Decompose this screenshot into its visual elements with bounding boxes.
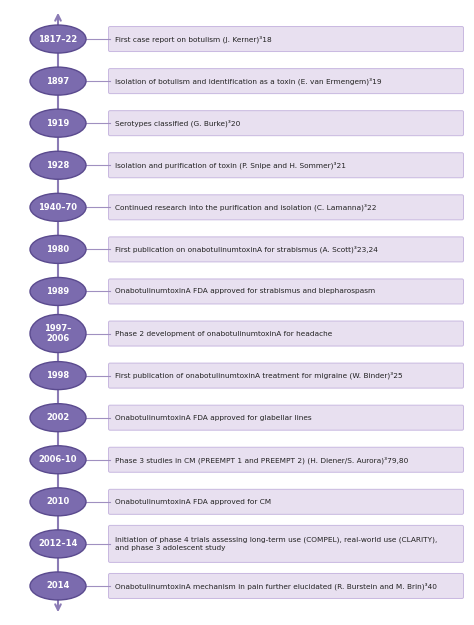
Text: Isolation and purification of toxin (P. Snipe and H. Sommer)³21: Isolation and purification of toxin (P. … — [115, 161, 346, 169]
Text: First publication on onabotulinumtoxinA for strabismus (A. Scott)³23,24: First publication on onabotulinumtoxinA … — [115, 246, 378, 253]
Text: 2006-10: 2006-10 — [39, 455, 77, 464]
Text: 1997–
2006: 1997– 2006 — [44, 324, 72, 343]
FancyBboxPatch shape — [109, 574, 464, 599]
Text: OnabotulinumtoxinA FDA approved for glabellar lines: OnabotulinumtoxinA FDA approved for glab… — [115, 414, 311, 421]
Text: OnabotulinumtoxinA FDA approved for strabismus and blepharospasm: OnabotulinumtoxinA FDA approved for stra… — [115, 289, 375, 294]
Ellipse shape — [30, 314, 86, 352]
Text: 2002: 2002 — [46, 413, 70, 422]
Ellipse shape — [30, 278, 86, 306]
Text: First case report on botulism (J. Kerner)³18: First case report on botulism (J. Kerner… — [115, 35, 272, 42]
Text: Serotypes classified (G. Burke)³20: Serotypes classified (G. Burke)³20 — [115, 119, 240, 127]
FancyBboxPatch shape — [109, 405, 464, 430]
Text: 1817–22: 1817–22 — [38, 34, 78, 44]
Ellipse shape — [30, 488, 86, 516]
FancyBboxPatch shape — [109, 195, 464, 220]
Text: Initiation of phase 4 trials assessing long-term use (COMPEL), real-world use (C: Initiation of phase 4 trials assessing l… — [115, 537, 437, 551]
FancyBboxPatch shape — [109, 489, 464, 514]
Text: 1980: 1980 — [46, 245, 70, 254]
Ellipse shape — [30, 109, 86, 137]
Ellipse shape — [30, 151, 86, 179]
Ellipse shape — [30, 67, 86, 95]
Text: 1897: 1897 — [46, 77, 70, 86]
FancyBboxPatch shape — [109, 321, 464, 346]
FancyBboxPatch shape — [109, 279, 464, 304]
Text: 1928: 1928 — [46, 161, 70, 170]
Ellipse shape — [30, 446, 86, 474]
FancyBboxPatch shape — [109, 448, 464, 472]
Text: Isolation of botulism and identification as a toxin (E. van Ermengem)³19: Isolation of botulism and identification… — [115, 78, 382, 85]
Text: 1940–70: 1940–70 — [38, 203, 78, 212]
Text: Phase 2 development of onabotulinumtoxinA for headache: Phase 2 development of onabotulinumtoxin… — [115, 331, 332, 336]
Text: 1989: 1989 — [46, 287, 70, 296]
Ellipse shape — [30, 530, 86, 558]
FancyBboxPatch shape — [109, 237, 464, 262]
Text: First publication of onabotulinumtoxinA treatment for migraine (W. Binder)³25: First publication of onabotulinumtoxinA … — [115, 372, 402, 379]
Text: OnabotulinumtoxinA mechanism in pain further elucidated (R. Burstein and M. Brin: OnabotulinumtoxinA mechanism in pain fur… — [115, 582, 437, 590]
FancyBboxPatch shape — [109, 526, 464, 562]
Ellipse shape — [30, 236, 86, 263]
Ellipse shape — [30, 25, 86, 53]
Text: 1919: 1919 — [46, 119, 70, 127]
Ellipse shape — [30, 362, 86, 389]
Text: 2012–14: 2012–14 — [38, 539, 78, 548]
Ellipse shape — [30, 572, 86, 600]
Text: 1998: 1998 — [46, 371, 70, 380]
Text: Continued research into the purification and isolation (C. Lamanna)³22: Continued research into the purification… — [115, 204, 376, 211]
FancyBboxPatch shape — [109, 26, 464, 51]
Text: 2010: 2010 — [46, 498, 70, 506]
FancyBboxPatch shape — [109, 69, 464, 94]
Ellipse shape — [30, 404, 86, 432]
Text: Phase 3 studies in CM (PREEMPT 1 and PREEMPT 2) (H. Diener/S. Aurora)³79,80: Phase 3 studies in CM (PREEMPT 1 and PRE… — [115, 456, 409, 464]
FancyBboxPatch shape — [109, 152, 464, 178]
Text: 2014: 2014 — [46, 581, 70, 591]
Ellipse shape — [30, 193, 86, 221]
Text: OnabotulinumtoxinA FDA approved for CM: OnabotulinumtoxinA FDA approved for CM — [115, 499, 271, 505]
FancyBboxPatch shape — [109, 363, 464, 388]
FancyBboxPatch shape — [109, 111, 464, 136]
